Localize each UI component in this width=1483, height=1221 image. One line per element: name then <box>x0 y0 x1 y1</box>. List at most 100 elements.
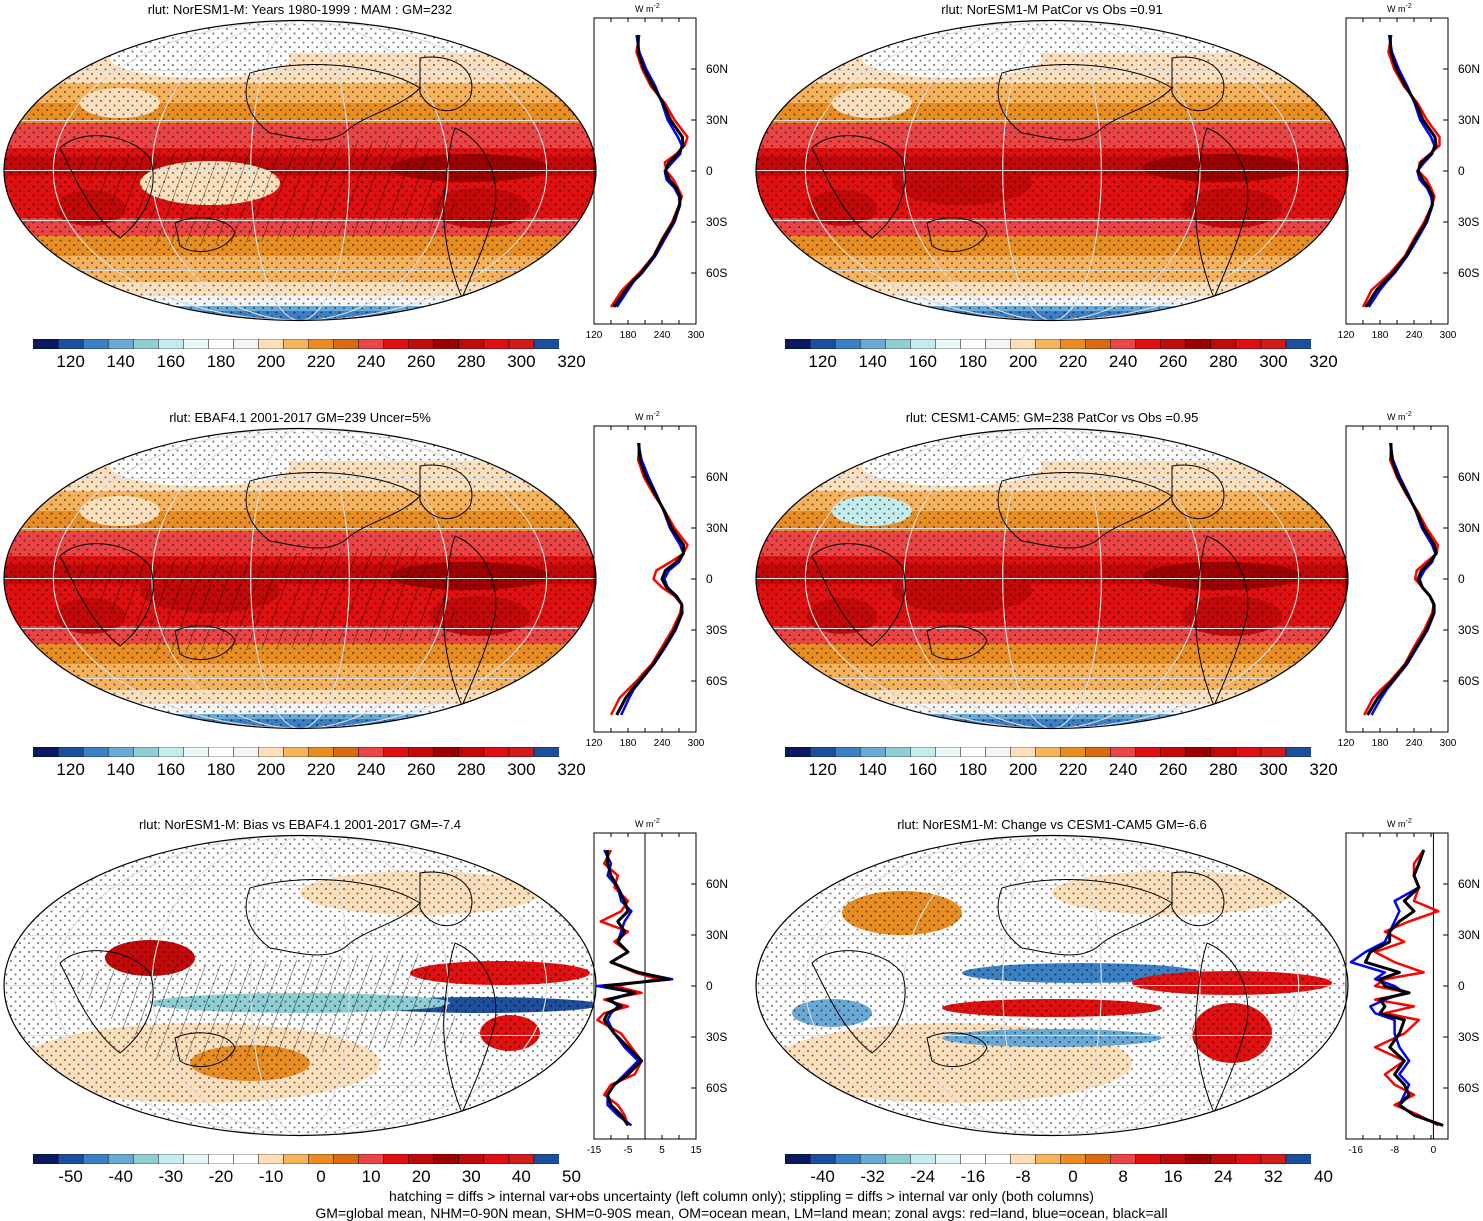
colorbar-swatch <box>233 339 260 349</box>
colorbar-swatch <box>433 1154 460 1164</box>
colorbar-swatch <box>909 339 937 349</box>
colorbar-swatch <box>33 1154 59 1164</box>
colorbar-swatch <box>208 1154 235 1164</box>
colorbar-swatch <box>82 339 109 349</box>
colorbar-swatch <box>909 1154 937 1164</box>
panel-title: rlut: NorESM1-M: Years 1980-1999 : MAM :… <box>147 2 453 17</box>
colorbar-swatch <box>935 1154 962 1164</box>
zonal-lat-label: 0 <box>1458 572 1465 586</box>
colorbar-swatch <box>859 747 886 757</box>
zonal-lat-label: 60S <box>1458 674 1480 688</box>
colorbar-swatch <box>258 747 285 757</box>
colorbar-swatch <box>1185 747 1212 757</box>
zonal-x-tick: 180 <box>619 330 637 341</box>
colorbar-swatch <box>935 339 962 349</box>
colorbar-swatch <box>333 339 360 349</box>
colorbar-swatch <box>809 747 836 757</box>
colorbar-swatch <box>1160 1154 1187 1164</box>
colorbar-tick-label: 20 <box>411 1167 431 1186</box>
colorbar-tick-label: 160 <box>156 760 185 779</box>
map-plot <box>3 834 597 1137</box>
map-panel: rlut: CESM1-CAM5: GM=238 PatCor vs Obs =… <box>752 408 1482 808</box>
colorbar-swatches <box>33 1154 559 1164</box>
colorbar-swatch <box>333 1154 360 1164</box>
zonal-lat-label: 30N <box>1458 928 1481 942</box>
colorbar-swatch <box>884 339 911 349</box>
zonal-x-tick: 300 <box>687 738 705 749</box>
colorbar-swatch <box>1085 747 1112 757</box>
zonal-x-tick: 120 <box>1337 330 1355 341</box>
colorbar-swatch <box>859 339 886 349</box>
zonal-unit-label: W m-2 <box>635 818 660 829</box>
colorbar-tick-label: 32 <box>1263 1167 1283 1186</box>
colorbar-tick-label: -40 <box>810 1167 835 1186</box>
colorbar-swatch <box>358 339 385 349</box>
colorbar-swatch <box>960 747 987 757</box>
colorbar-tick-label: -10 <box>258 1167 284 1186</box>
colorbar-tick-label: 280 <box>457 352 486 371</box>
colorbar-swatches <box>33 747 559 757</box>
colorbar-tick-label: 200 <box>256 352 286 371</box>
colorbar-swatch <box>233 1154 260 1164</box>
colorbar-swatch <box>1060 339 1087 349</box>
colorbar-swatch <box>107 339 134 349</box>
zonal-x-tick: -5 <box>623 1145 633 1156</box>
zonal-lat-label: 30N <box>706 928 729 942</box>
colorbar-swatch <box>308 747 335 757</box>
zonal-series-all <box>1364 34 1438 308</box>
colorbar-swatch <box>809 1154 836 1164</box>
zonal-lat-label: 30N <box>1458 521 1481 535</box>
colorbar-swatch <box>82 747 109 757</box>
zonal-x-tick: 240 <box>653 738 671 749</box>
colorbar-swatch <box>1285 1154 1311 1164</box>
zonal-lat-label: 60S <box>1458 266 1480 280</box>
colorbar-tick-label: 16 <box>1163 1167 1183 1186</box>
colorbar-tick-label: -20 <box>208 1167 234 1186</box>
zonal-x-tick: 180 <box>1371 330 1389 341</box>
colorbar-tick-label: 120 <box>808 352 837 371</box>
colorbar-swatch <box>183 339 210 349</box>
zonal-x-tick: -15 <box>586 1145 602 1156</box>
zonal-mean-plot <box>593 17 697 325</box>
colorbar-swatch <box>358 747 385 757</box>
colorbar-swatch <box>1110 747 1137 757</box>
map-plot <box>3 19 597 322</box>
colorbar-swatch <box>884 1154 911 1164</box>
colorbar-swatch <box>1260 339 1287 349</box>
colorbar-swatch <box>1035 747 1062 757</box>
colorbar-tick-label: -8 <box>1015 1167 1031 1186</box>
zonal-unit-label: W m-2 <box>635 411 660 422</box>
zonal-unit-exponent: -2 <box>1405 411 1412 418</box>
colorbar-swatch <box>433 339 460 349</box>
colorbar <box>785 1154 1311 1164</box>
zonal-lat-label: 60N <box>1458 877 1481 891</box>
zonal-lat-label: 30N <box>706 113 729 127</box>
colorbar-swatch <box>383 339 410 349</box>
colorbar-tick-label: 300 <box>1259 760 1288 779</box>
colorbar-swatches <box>785 747 1311 757</box>
map-panel: rlut: EBAF4.1 2001-2017 GM=239 Uncer=5% 1… <box>0 408 730 808</box>
colorbar-swatch <box>1085 339 1112 349</box>
zonal-lat-label: 60S <box>706 674 728 688</box>
colorbar-swatch <box>458 747 485 757</box>
colorbar-swatch <box>157 747 185 757</box>
colorbar-swatches <box>33 339 559 349</box>
colorbar-tick-label: 120 <box>56 760 85 779</box>
colorbar-swatch <box>1235 747 1262 757</box>
colorbar-swatch <box>132 747 159 757</box>
colorbar-swatch <box>258 339 285 349</box>
colorbar-swatch <box>533 1154 559 1164</box>
zonal-x-tick: 15 <box>690 1145 702 1156</box>
colorbar-swatch <box>1285 339 1311 349</box>
colorbar-swatch <box>785 339 811 349</box>
zonal-series-land <box>1373 849 1440 1127</box>
colorbar-tick-label: 140 <box>858 760 887 779</box>
colorbar-swatch <box>508 747 535 757</box>
map-plot <box>755 19 1349 322</box>
colorbar-swatch <box>258 1154 285 1164</box>
colorbar-tick-label: 320 <box>1309 760 1338 779</box>
colorbar-tick-label: -40 <box>108 1167 133 1186</box>
zonal-lat-label: 60S <box>706 1081 728 1095</box>
colorbar-swatch <box>157 339 185 349</box>
panel-title: rlut: NorESM1-M: Bias vs EBAF4.1 2001-20… <box>139 817 461 832</box>
